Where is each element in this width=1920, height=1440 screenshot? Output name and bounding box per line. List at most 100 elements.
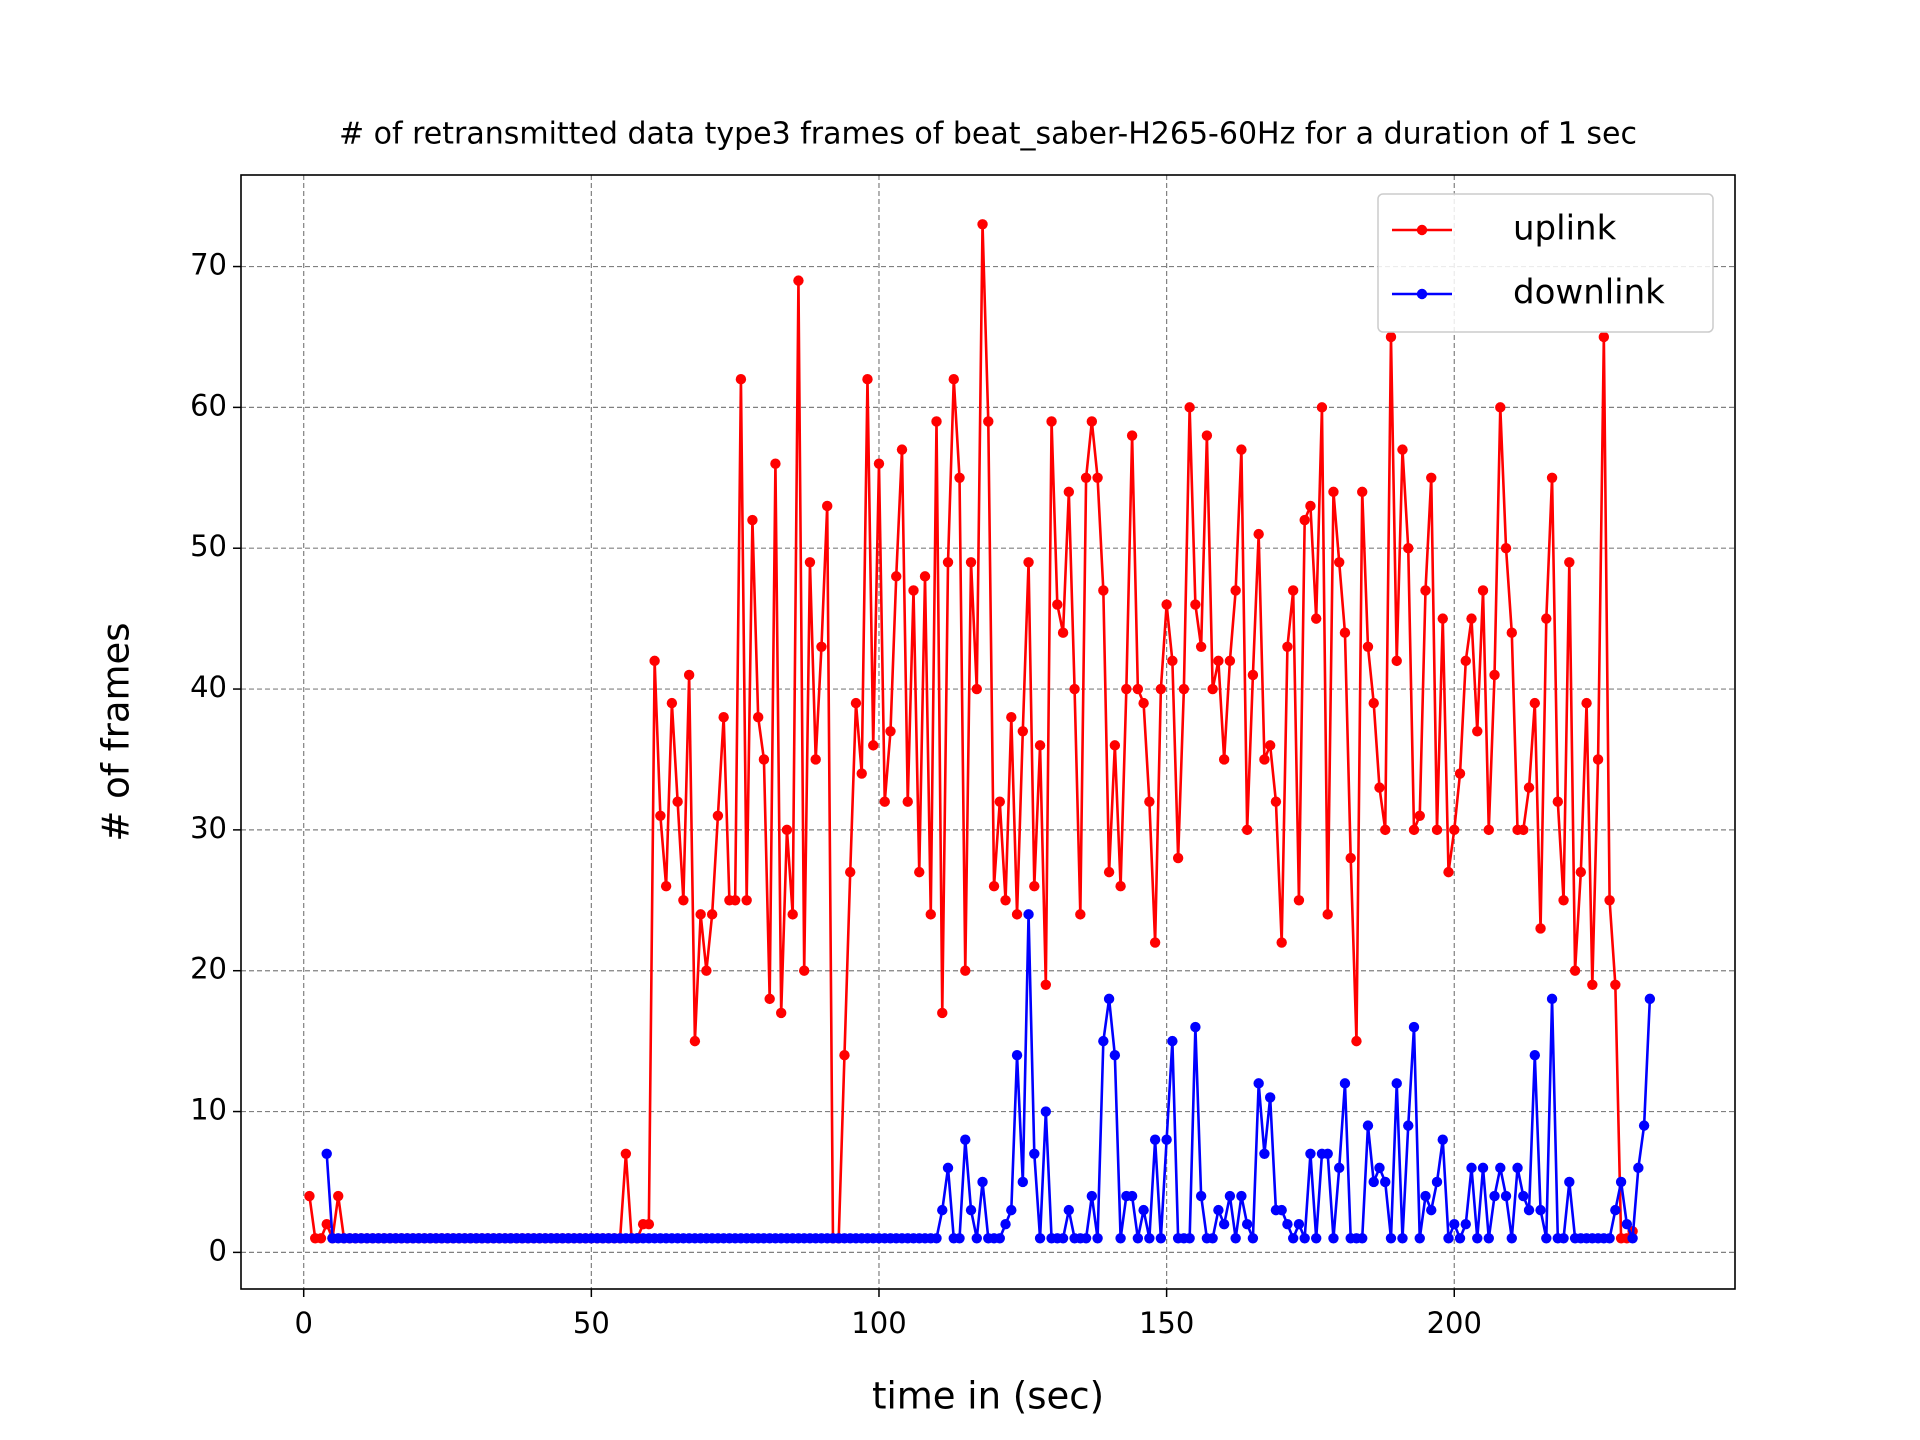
x-tick-label: 150 bbox=[1139, 1306, 1194, 1340]
point bbox=[735, 374, 747, 385]
point bbox=[1581, 697, 1592, 709]
point bbox=[643, 1219, 655, 1230]
point bbox=[758, 754, 770, 765]
point bbox=[937, 1007, 948, 1019]
point bbox=[1564, 1176, 1575, 1188]
point bbox=[1391, 655, 1402, 667]
point bbox=[1460, 655, 1471, 667]
point bbox=[965, 557, 977, 568]
point bbox=[1282, 1219, 1293, 1230]
point bbox=[1489, 669, 1500, 681]
point bbox=[1006, 1204, 1017, 1216]
point bbox=[1558, 1233, 1569, 1244]
point bbox=[816, 641, 827, 652]
point bbox=[1040, 979, 1052, 990]
point bbox=[908, 585, 919, 596]
point bbox=[775, 1007, 787, 1019]
point bbox=[931, 1233, 942, 1244]
x-axis-label: time in (sec) bbox=[872, 1375, 1104, 1418]
point bbox=[1328, 1233, 1339, 1244]
point bbox=[948, 374, 959, 385]
point bbox=[1454, 768, 1466, 779]
point bbox=[1029, 1148, 1040, 1159]
point bbox=[1414, 810, 1425, 821]
point bbox=[954, 1233, 965, 1244]
point bbox=[1259, 1148, 1270, 1159]
point bbox=[1029, 881, 1040, 892]
point bbox=[879, 796, 890, 807]
point bbox=[1362, 1120, 1374, 1131]
point bbox=[729, 895, 741, 906]
point bbox=[1172, 852, 1184, 864]
point bbox=[1316, 402, 1328, 413]
point bbox=[1184, 1233, 1195, 1244]
point bbox=[1564, 557, 1575, 568]
point bbox=[1224, 655, 1236, 667]
point bbox=[971, 1233, 982, 1244]
point bbox=[1322, 1148, 1333, 1159]
y-tick-label: 30 bbox=[190, 811, 227, 845]
point bbox=[1604, 895, 1615, 906]
point bbox=[655, 810, 666, 821]
point bbox=[1420, 585, 1431, 596]
point bbox=[741, 895, 752, 906]
x-tick-label: 200 bbox=[1427, 1306, 1482, 1340]
point bbox=[1167, 1035, 1178, 1047]
point bbox=[983, 416, 994, 427]
point bbox=[873, 458, 885, 469]
y-axis-label: # of frames bbox=[95, 622, 138, 841]
point bbox=[1431, 1176, 1443, 1188]
point bbox=[1368, 1176, 1379, 1188]
point bbox=[1397, 1233, 1408, 1244]
point bbox=[994, 796, 1005, 807]
point bbox=[1483, 824, 1494, 836]
point bbox=[1523, 782, 1535, 793]
point bbox=[1155, 1233, 1167, 1244]
point bbox=[1466, 1162, 1477, 1174]
point bbox=[942, 557, 954, 568]
point bbox=[1449, 824, 1460, 836]
point bbox=[1276, 1204, 1287, 1216]
point bbox=[1305, 1148, 1316, 1159]
point bbox=[1385, 1233, 1397, 1244]
y-tick-label: 60 bbox=[190, 388, 227, 422]
point bbox=[971, 683, 982, 695]
point bbox=[1287, 585, 1299, 596]
point bbox=[1167, 655, 1178, 667]
point bbox=[1483, 1233, 1494, 1244]
point bbox=[1046, 416, 1057, 427]
point bbox=[1535, 1204, 1546, 1216]
point bbox=[1506, 1233, 1517, 1244]
point bbox=[891, 571, 902, 582]
y-tick-label: 50 bbox=[190, 529, 227, 563]
point bbox=[1403, 1120, 1414, 1131]
point bbox=[896, 444, 908, 455]
point bbox=[1408, 824, 1420, 836]
point bbox=[1523, 1204, 1535, 1216]
point bbox=[988, 881, 1000, 892]
point bbox=[1109, 740, 1121, 751]
point bbox=[678, 895, 689, 906]
point bbox=[1357, 486, 1368, 498]
point bbox=[1126, 1190, 1138, 1202]
x-tick-label: 100 bbox=[851, 1306, 906, 1340]
point bbox=[1644, 993, 1656, 1005]
series bbox=[321, 909, 1656, 1244]
point bbox=[1161, 599, 1172, 610]
point bbox=[1621, 1219, 1633, 1230]
point bbox=[1011, 909, 1023, 920]
point bbox=[977, 219, 988, 230]
legend-label: downlink bbox=[1513, 273, 1665, 313]
point bbox=[1403, 543, 1414, 554]
point bbox=[1264, 1092, 1276, 1103]
y-tick-label: 20 bbox=[190, 952, 227, 986]
point bbox=[1092, 472, 1103, 483]
point bbox=[1138, 1204, 1149, 1216]
point bbox=[666, 697, 678, 709]
point bbox=[1000, 895, 1011, 906]
point bbox=[1443, 866, 1454, 878]
point bbox=[1178, 683, 1190, 695]
point bbox=[914, 866, 925, 878]
point bbox=[1253, 1078, 1264, 1089]
point bbox=[321, 1219, 332, 1230]
